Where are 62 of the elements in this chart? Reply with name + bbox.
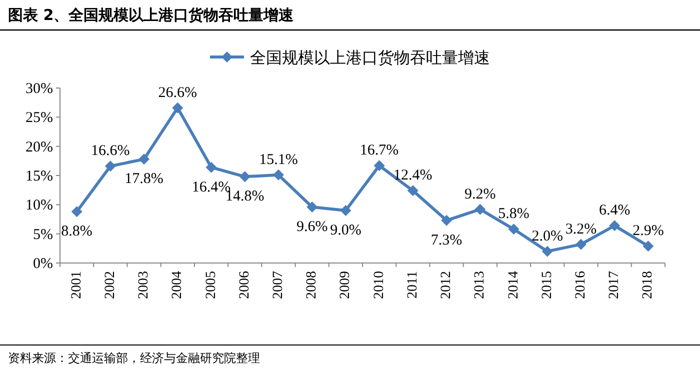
y-tick-label: 15% — [26, 168, 53, 184]
y-tick-label: 25% — [26, 110, 53, 126]
point — [272, 169, 284, 180]
x-tick-label: 2009 — [338, 271, 354, 299]
point — [206, 162, 217, 173]
data-label: 2.0% — [532, 228, 563, 244]
x-tick-label: 2015 — [540, 271, 555, 299]
data-label: 7.3% — [430, 232, 462, 248]
x-tick-label: 2011 — [405, 271, 420, 298]
x-tick-label: 2006 — [237, 271, 252, 299]
data-label: 9.6% — [296, 219, 328, 235]
y-tick-label: 30% — [26, 81, 53, 97]
data-label: 12.4% — [394, 168, 432, 184]
point — [609, 220, 620, 232]
chart-title: 图表 2、全国规模以上港口货物吞吐量增速 — [8, 6, 295, 24]
data-label: 9.2% — [464, 186, 496, 202]
data-label: 5.8% — [498, 206, 530, 222]
point — [508, 224, 520, 235]
x-tick-label: 2012 — [439, 271, 454, 299]
point — [374, 160, 385, 172]
x-tick-label: 2013 — [472, 271, 488, 299]
data-label: 26.6% — [158, 84, 198, 101]
point — [407, 185, 418, 196]
legend-label: 全国规模以上港口货物吞吐量增速 — [250, 48, 490, 67]
point — [104, 160, 116, 172]
point — [575, 238, 586, 250]
data-label: 16.7% — [360, 142, 399, 159]
point — [71, 206, 82, 218]
x-tick-label: 2003 — [136, 271, 152, 299]
x-tick-label: 2018 — [640, 271, 656, 299]
x-tick-label: 2010 — [372, 271, 387, 299]
point — [239, 171, 250, 182]
x-tick-label: 2007 — [270, 271, 286, 299]
point — [474, 204, 486, 215]
x-tick-label: 2005 — [204, 271, 219, 299]
point — [306, 202, 318, 212]
data-label: 9.0% — [330, 222, 362, 238]
x-tick-label: 2016 — [573, 271, 588, 299]
x-tick-label: 2001 — [69, 271, 84, 299]
data-label: 6.4% — [598, 202, 630, 219]
data-label: 2.9% — [632, 223, 664, 240]
point — [642, 240, 654, 252]
x-tick-label: 2014 — [506, 271, 522, 299]
y-tick-label: 10% — [26, 198, 53, 214]
y-tick-label: 5% — [33, 226, 53, 243]
y-tick-label: 20% — [26, 139, 53, 156]
x-tick-label: 2008 — [304, 271, 320, 299]
y-tick-label: 0% — [33, 256, 53, 272]
point — [340, 205, 352, 216]
point — [441, 214, 452, 226]
x-tick-label: 2017 — [607, 271, 622, 299]
data-label: 8.8% — [61, 224, 92, 240]
point — [172, 102, 184, 114]
data-label: 15.1% — [259, 152, 298, 168]
point — [138, 154, 150, 165]
point — [542, 246, 553, 257]
data-label: 17.8% — [124, 171, 164, 188]
data-label: 3.2% — [565, 221, 597, 238]
data-label: 16.6% — [91, 143, 130, 160]
x-tick-label: 2004 — [170, 271, 186, 299]
x-tick-label: 2002 — [102, 271, 118, 299]
text: 资料来源：交通运输部，经济与金融研究院整理 — [8, 351, 260, 365]
